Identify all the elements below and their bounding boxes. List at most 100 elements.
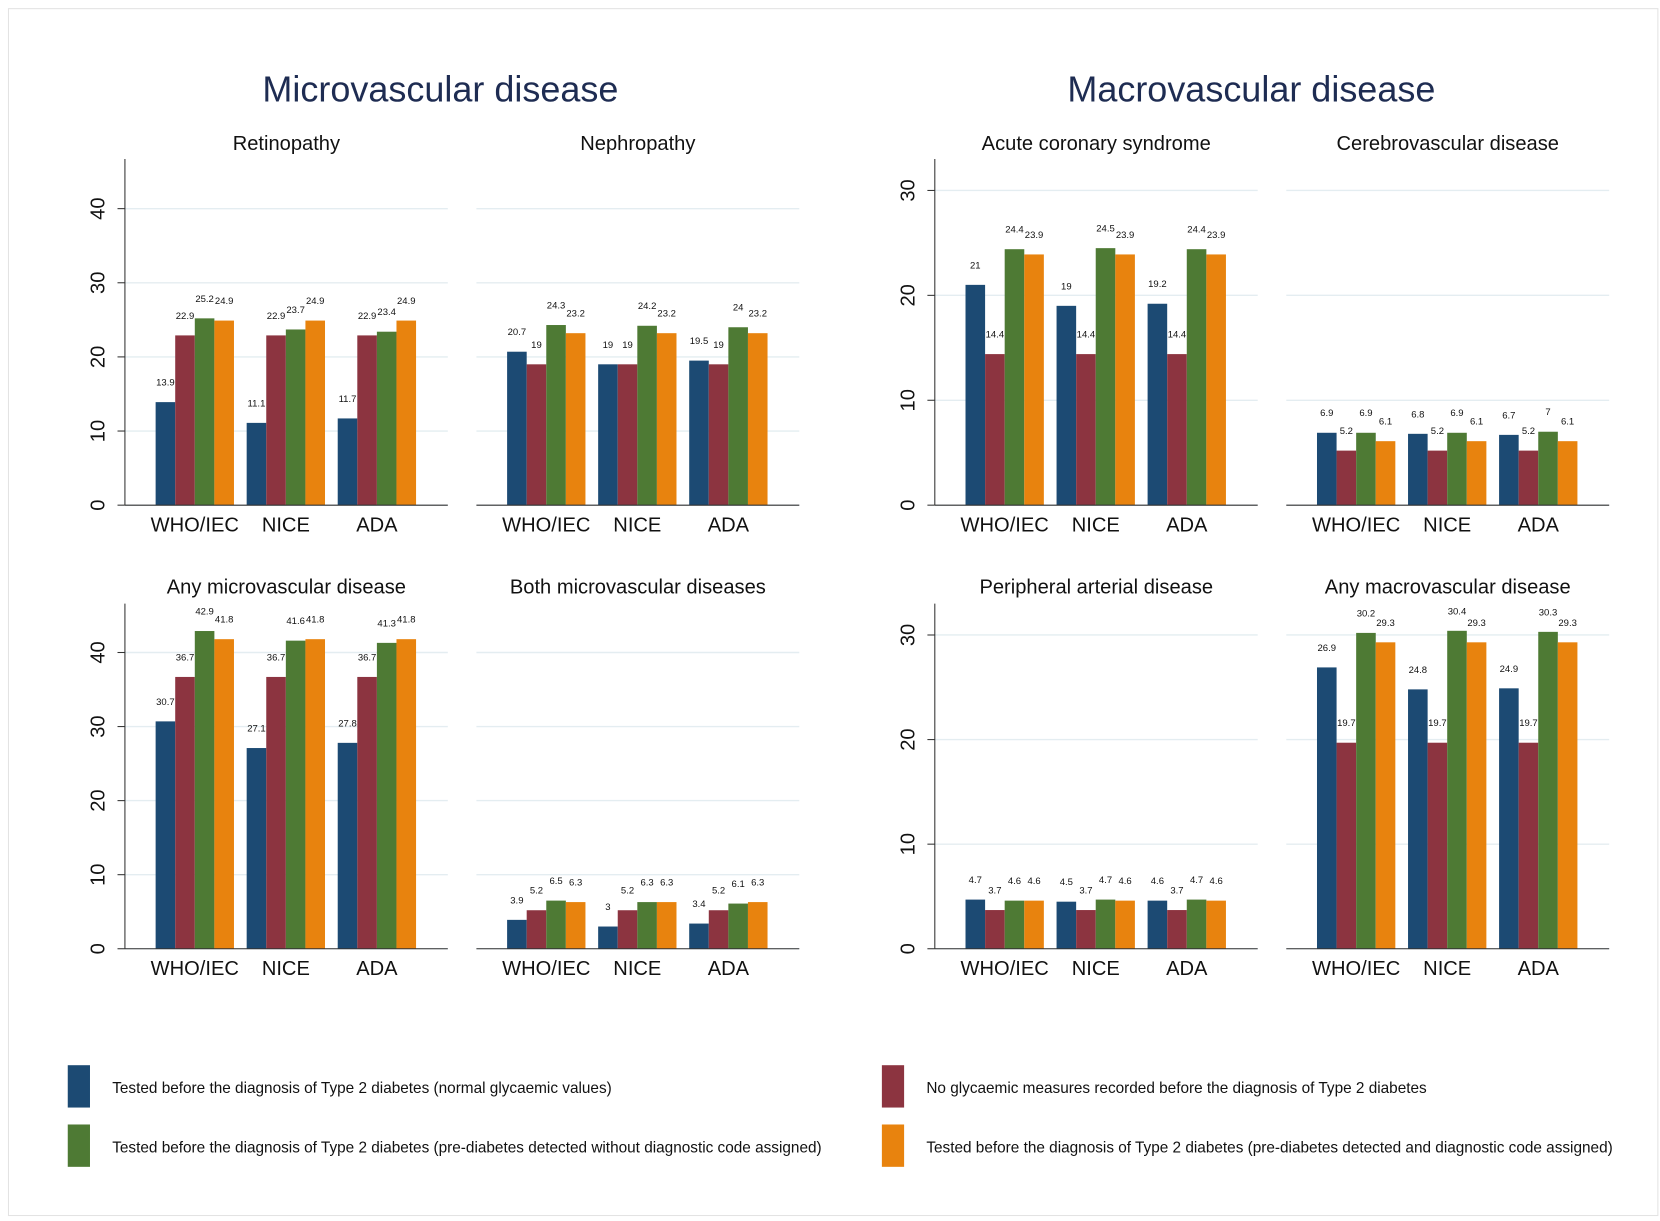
value-label: 3.7 xyxy=(1170,885,1183,896)
value-label: 14.4 xyxy=(1077,330,1096,341)
value-label: 29.3 xyxy=(1376,618,1395,629)
value-label: 3 xyxy=(605,902,610,913)
value-label: 24.9 xyxy=(397,296,416,307)
panel-title: Both microvascular diseases xyxy=(510,577,766,599)
bar xyxy=(1427,450,1448,506)
value-label: 20.7 xyxy=(508,327,527,338)
value-label: 6.5 xyxy=(549,876,562,887)
bar xyxy=(747,902,768,949)
bar xyxy=(155,721,176,949)
frame xyxy=(7,8,1659,1217)
x-tick-label: ADA xyxy=(356,958,398,980)
bar xyxy=(598,926,618,949)
bar xyxy=(565,333,586,506)
value-label: 19.5 xyxy=(690,336,709,347)
bar xyxy=(1115,900,1135,949)
bar xyxy=(965,284,986,506)
legend-label: Tested before the diagnosis of Type 2 di… xyxy=(112,1139,821,1156)
y-tick-label: 20 xyxy=(87,789,109,811)
x-tick-label: WHO/IEC xyxy=(961,958,1049,980)
value-label: 4.7 xyxy=(1099,875,1112,886)
value-label: 14.4 xyxy=(1168,330,1187,341)
x-tick-label: ADA xyxy=(1518,514,1560,536)
value-label: 6.7 xyxy=(1502,410,1515,421)
bar xyxy=(376,642,397,949)
bar xyxy=(1408,433,1428,506)
bar xyxy=(1466,642,1487,949)
value-label: 6.1 xyxy=(1470,417,1483,428)
y-tick-label: 10 xyxy=(87,420,109,442)
value-label: 24.4 xyxy=(1187,225,1206,236)
bar xyxy=(1375,441,1396,506)
value-label: 6.3 xyxy=(640,878,653,889)
bar xyxy=(1147,303,1168,506)
value-label: 24.9 xyxy=(1500,664,1519,675)
value-label: 19.2 xyxy=(1148,279,1167,290)
bar xyxy=(1557,441,1578,506)
bar xyxy=(1024,254,1044,506)
value-label: 29.3 xyxy=(1558,618,1577,629)
value-label: 6.9 xyxy=(1320,408,1333,419)
value-label: 3.4 xyxy=(692,899,706,910)
value-label: 6.9 xyxy=(1359,408,1372,419)
value-label: 41.3 xyxy=(377,618,396,629)
bar xyxy=(1115,254,1135,506)
value-label: 29.3 xyxy=(1467,618,1486,629)
x-tick-label: NICE xyxy=(262,958,310,980)
value-label: 30.7 xyxy=(156,697,175,708)
panel-title: Cerebrovascular disease xyxy=(1337,133,1559,155)
legend-swatch xyxy=(67,1065,90,1108)
bar xyxy=(656,333,677,506)
value-label: 24 xyxy=(733,303,744,314)
value-label: 11.7 xyxy=(339,394,357,405)
value-label: 19 xyxy=(531,340,542,351)
bar xyxy=(1538,431,1558,506)
bar xyxy=(266,676,286,949)
value-label: 22.9 xyxy=(267,311,286,322)
x-tick-label: NICE xyxy=(613,958,661,980)
value-label: 27.1 xyxy=(247,723,266,734)
bar xyxy=(1206,900,1226,949)
x-tick-label: ADA xyxy=(1166,958,1208,980)
value-label: 19.7 xyxy=(1428,718,1447,729)
legend-swatch xyxy=(881,1065,905,1108)
bar xyxy=(546,900,566,949)
x-tick-label: WHO/IEC xyxy=(1312,514,1400,536)
x-tick-label: WHO/IEC xyxy=(151,958,239,980)
value-label: 6.3 xyxy=(569,878,582,889)
value-label: 23.9 xyxy=(1116,230,1135,241)
bar xyxy=(155,402,176,506)
value-label: 26.9 xyxy=(1318,643,1337,654)
bar xyxy=(337,418,358,506)
value-label: 23.2 xyxy=(657,309,676,320)
bar xyxy=(175,335,195,506)
bar xyxy=(728,327,748,506)
bar xyxy=(1206,254,1226,506)
bar xyxy=(656,902,677,949)
x-tick-label: WHO/IEC xyxy=(151,514,239,536)
value-label: 22.9 xyxy=(176,311,195,322)
value-label: 19.7 xyxy=(1519,718,1538,729)
value-label: 24.4 xyxy=(1005,225,1024,236)
legend-swatch xyxy=(881,1124,905,1167)
bar xyxy=(305,320,326,506)
bar xyxy=(396,639,417,949)
y-tick-label: 20 xyxy=(897,728,919,750)
bar xyxy=(214,639,234,949)
value-label: 30.3 xyxy=(1539,607,1558,618)
bar xyxy=(507,919,527,949)
bar xyxy=(305,639,326,949)
value-label: 24.5 xyxy=(1096,224,1115,235)
value-label: 5.2 xyxy=(1340,426,1353,437)
bar xyxy=(266,335,286,506)
x-tick-label: ADA xyxy=(1518,958,1560,980)
value-label: 5.2 xyxy=(712,886,725,897)
bar xyxy=(1167,354,1187,506)
x-tick-label: NICE xyxy=(613,514,661,536)
value-label: 30.4 xyxy=(1448,606,1467,617)
x-tick-label: WHO/IEC xyxy=(961,514,1049,536)
bar xyxy=(728,903,748,949)
section-heading: Microvascular disease xyxy=(262,69,618,110)
x-tick-label: ADA xyxy=(1166,514,1208,536)
